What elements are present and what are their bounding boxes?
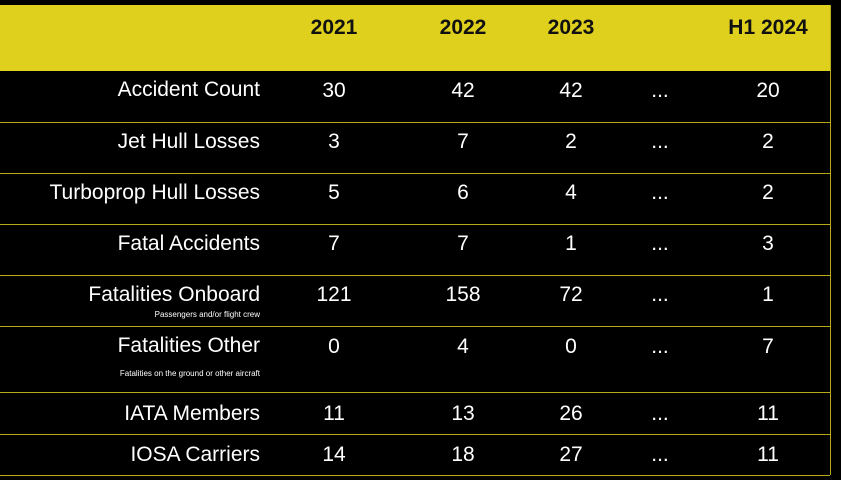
cell-h1-2024: 2: [762, 181, 774, 204]
header-2023: 2023: [547, 16, 595, 39]
row-label: Fatal Accidents: [117, 232, 260, 255]
row-label: Fatalities Onboard: [88, 283, 260, 306]
row-label: Fatalities Other: [117, 334, 260, 357]
cell-h1-2024: 1: [762, 283, 774, 306]
table-row: Accident Count 30 42 42 ... 20: [0, 71, 830, 123]
cell-2022: 7: [457, 232, 469, 255]
row-label: Jet Hull Losses: [117, 130, 260, 153]
cell-ellipsis: ...: [651, 130, 669, 153]
table-header: 2021 2022 2023 H1 2024: [0, 5, 830, 71]
cell-2023: 26: [559, 402, 583, 425]
cell-ellipsis: ...: [651, 181, 669, 204]
row-label: IOSA Carriers: [130, 443, 260, 466]
cell-2022: 13: [451, 402, 475, 425]
table-row: Fatalities Other Fatalities on the groun…: [0, 327, 830, 393]
cell-2021: 5: [328, 181, 340, 204]
cell-h1-2024: 7: [762, 335, 774, 358]
cell-h1-2024: 11: [757, 402, 779, 425]
cell-ellipsis: ...: [651, 283, 669, 306]
cell-h1-2024: 11: [757, 443, 779, 466]
cell-2021: 7: [328, 232, 340, 255]
table-right-edge: [830, 5, 831, 475]
cell-2021: 14: [322, 443, 346, 466]
cell-h1-2024: 3: [762, 232, 774, 255]
row-label: Turboprop Hull Losses: [49, 181, 261, 204]
cell-2022: 6: [457, 181, 469, 204]
row-sublabel: Fatalities on the ground or other aircra…: [119, 369, 260, 378]
cell-2021: 30: [322, 79, 346, 102]
header-h1-2024: H1 2024: [728, 16, 808, 39]
cell-2023: 2: [565, 130, 577, 153]
row-sublabel: Passengers and/or flight crew: [154, 310, 260, 319]
cell-h1-2024: 20: [756, 79, 780, 102]
cell-2022: 7: [457, 130, 469, 153]
cell-ellipsis: ...: [651, 232, 669, 255]
cell-2022: 4: [457, 335, 469, 358]
cell-2021: 121: [316, 283, 352, 306]
cell-2021: 0: [328, 335, 340, 358]
cell-2022: 42: [451, 79, 475, 102]
cell-ellipsis: ...: [651, 79, 669, 102]
cell-2021: 3: [328, 130, 340, 153]
cell-2022: 158: [445, 283, 481, 306]
cell-ellipsis: ...: [651, 335, 669, 358]
table-row: Turboprop Hull Losses 5 6 4 ... 2: [0, 174, 830, 225]
cell-2023: 1: [565, 232, 577, 255]
table-row: Jet Hull Losses 3 7 2 ... 2: [0, 123, 830, 174]
cell-2022: 18: [451, 443, 475, 466]
cell-2023: 4: [565, 181, 577, 204]
cell-2023: 42: [559, 79, 583, 102]
table-row: Fatal Accidents 7 7 1 ... 3: [0, 225, 830, 276]
cell-2021: 11: [323, 402, 345, 425]
cell-ellipsis: ...: [651, 402, 669, 425]
header-2021: 2021: [310, 16, 358, 39]
table-row: IATA Members 11 13 26 ... 11: [0, 393, 830, 435]
header-2022: 2022: [439, 16, 487, 39]
table-row: IOSA Carriers 14 18 27 ... 11: [0, 435, 830, 476]
cell-h1-2024: 2: [762, 130, 774, 153]
cell-2023: 72: [559, 283, 583, 306]
cell-2023: 0: [565, 335, 577, 358]
table-row: Fatalities Onboard Passengers and/or fli…: [0, 276, 830, 327]
row-label: Accident Count: [117, 78, 260, 101]
cell-ellipsis: ...: [651, 443, 669, 466]
cell-2023: 27: [559, 443, 583, 466]
row-label: IATA Members: [124, 402, 260, 425]
